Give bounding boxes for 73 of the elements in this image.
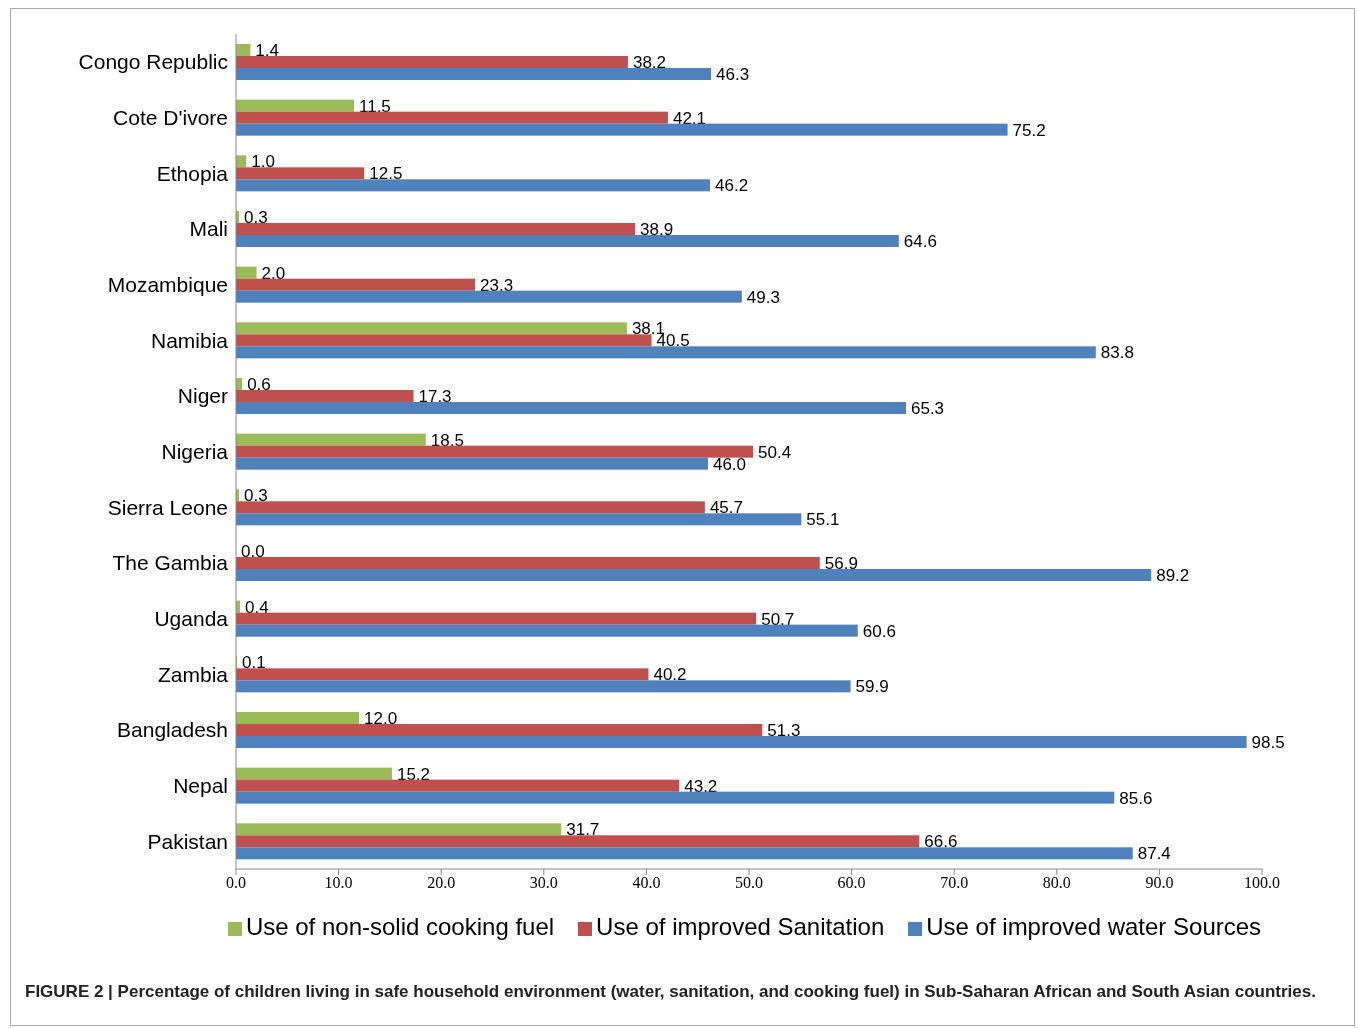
x-tick-label: 10.0 bbox=[324, 874, 353, 892]
data-label: 46.3 bbox=[716, 64, 750, 84]
legend-label: Use of improved Sanitation bbox=[596, 913, 885, 940]
y-tick-label: Niger bbox=[177, 384, 228, 408]
x-tick-label: 100.0 bbox=[1244, 874, 1280, 892]
data-label: 66.6 bbox=[924, 832, 958, 852]
data-label: 45.7 bbox=[709, 498, 743, 518]
y-tick-label: Bangladesh bbox=[117, 718, 228, 742]
data-label: 12.5 bbox=[369, 164, 403, 184]
data-label: 18.5 bbox=[430, 430, 464, 450]
data-label: 0.3 bbox=[244, 207, 268, 227]
data-label: 59.9 bbox=[855, 677, 889, 697]
x-tick-label: 0.0 bbox=[226, 874, 246, 892]
data-label: 31.7 bbox=[566, 820, 600, 840]
y-tick-label: Uganda bbox=[154, 606, 229, 630]
data-label: 51.3 bbox=[767, 720, 801, 740]
data-label: 17.3 bbox=[418, 386, 452, 406]
data-label: 0.3 bbox=[244, 486, 268, 506]
data-label: 12.0 bbox=[364, 708, 398, 728]
data-label: 56.9 bbox=[824, 553, 858, 573]
data-label: 2.0 bbox=[261, 263, 286, 283]
data-label: 98.5 bbox=[1251, 732, 1285, 752]
x-tick-label: 20.0 bbox=[427, 874, 456, 892]
data-label: 50.7 bbox=[761, 609, 795, 629]
data-label: 40.2 bbox=[653, 665, 687, 685]
data-label: 75.2 bbox=[1012, 120, 1046, 140]
y-tick-label: Ethopia bbox=[156, 161, 229, 185]
x-tick-label: 70.0 bbox=[940, 874, 969, 892]
x-tick-label: 50.0 bbox=[735, 874, 763, 892]
y-tick-label: Namibia bbox=[150, 328, 229, 352]
x-tick-label: 90.0 bbox=[1145, 874, 1174, 892]
x-tick-label: 30.0 bbox=[529, 874, 558, 892]
data-label: 38.9 bbox=[640, 219, 674, 239]
y-tick-label: Nigeria bbox=[161, 439, 229, 463]
data-label: 0.4 bbox=[245, 597, 269, 617]
y-tick-label: Mali bbox=[189, 217, 228, 241]
x-tick-label: 40.0 bbox=[632, 874, 661, 892]
data-label: 46.0 bbox=[712, 454, 747, 474]
data-label: 0.6 bbox=[247, 374, 271, 394]
x-tick-label: 80.0 bbox=[1042, 874, 1071, 892]
data-label: 87.4 bbox=[1137, 844, 1171, 864]
caption: FIGURE 2 | Percentage of children living in safe household environment (water, sanitation, and cooking fuel) in Sub-Saharan African and South Asian countries. bbox=[25, 981, 1317, 1003]
data-label: 1.4 bbox=[255, 40, 279, 60]
data-label: 0.1 bbox=[242, 653, 266, 673]
y-tick-label: Mozambique bbox=[107, 272, 228, 296]
data-label: 64.6 bbox=[903, 231, 937, 251]
x-tick-label: 60.0 bbox=[837, 874, 866, 892]
y-tick-label: Nepal bbox=[173, 773, 228, 797]
y-tick-label: Pakistan bbox=[147, 829, 228, 853]
data-label: 38.2 bbox=[632, 52, 667, 72]
data-label: 89.2 bbox=[1156, 565, 1190, 585]
data-label: 11.5 bbox=[358, 96, 391, 116]
data-label: 49.3 bbox=[746, 287, 780, 307]
data-label: 83.8 bbox=[1100, 343, 1134, 363]
y-tick-label: Sierra Leone bbox=[107, 495, 228, 519]
y-tick-label: Cote D'ivore bbox=[113, 105, 228, 129]
data-label: 85.6 bbox=[1119, 788, 1153, 808]
data-label: 0.0 bbox=[241, 541, 265, 561]
data-label: 42.1 bbox=[672, 108, 707, 128]
legend-label: Use of non-solid cooking fuel bbox=[245, 913, 555, 940]
y-tick-label: Zambia bbox=[157, 662, 229, 686]
data-label: 60.6 bbox=[862, 621, 896, 641]
data-label: 43.2 bbox=[684, 776, 718, 796]
y-tick-label: The Gambia bbox=[112, 551, 229, 575]
data-label: 46.2 bbox=[715, 176, 749, 196]
data-label: 50.4 bbox=[758, 442, 792, 462]
data-label: 1.0 bbox=[251, 152, 275, 172]
legend-label: Use of improved water Sources bbox=[926, 913, 1262, 940]
data-label: 23.3 bbox=[480, 275, 514, 295]
y-tick-label: Congo Republic bbox=[78, 50, 228, 74]
data-label: 55.1 bbox=[806, 510, 840, 530]
data-label: 65.3 bbox=[910, 398, 945, 418]
data-label: 15.2 bbox=[396, 764, 431, 784]
